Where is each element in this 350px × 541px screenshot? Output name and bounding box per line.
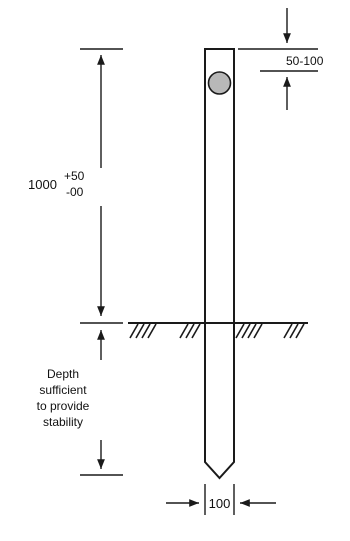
depth-note-line: Depth	[47, 367, 79, 381]
depth-note-line: sufficient	[39, 383, 87, 397]
depth-note-line: to provide	[37, 399, 90, 413]
top-offset-label: 50-100	[286, 54, 324, 68]
width-dimension	[166, 484, 276, 515]
top-offset-dimension	[238, 8, 318, 110]
height-upper-tolerance: +50	[64, 169, 85, 183]
height-lower-tolerance: -00	[66, 185, 84, 199]
depth-note-line: stability	[43, 415, 83, 429]
reflector-dot	[207, 71, 232, 95]
width-label: 100	[209, 496, 231, 511]
depth-note: Depth sufficient to provide stability	[37, 367, 90, 429]
height-nominal-label: 1000	[28, 177, 57, 192]
height-dimension	[80, 48, 123, 324]
post-outline	[204, 48, 235, 480]
ground-hatching	[129, 323, 305, 339]
depth-dimension	[80, 330, 123, 476]
